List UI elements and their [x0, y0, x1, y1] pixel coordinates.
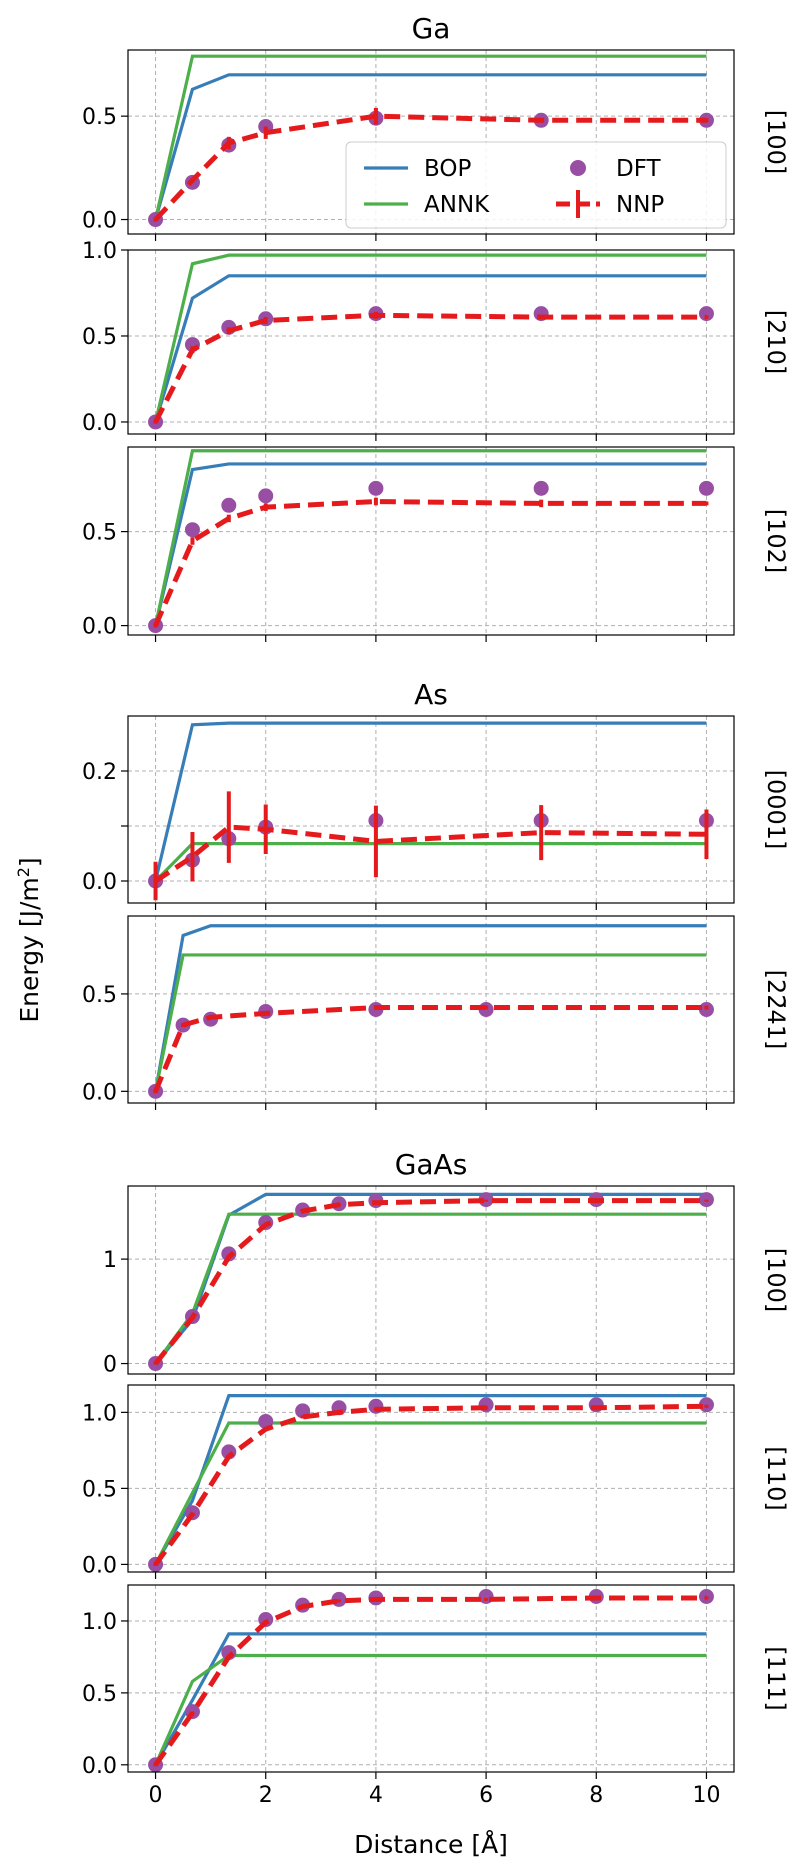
y-tick-label: 1.0: [82, 1610, 117, 1635]
series-annk-line: [154, 1653, 707, 1766]
group-title: As: [414, 678, 448, 711]
direction-label: [102]: [762, 509, 789, 574]
panel-8: 0.0 0.5 1.0 [111] 0 2 4 6 8 10: [82, 1584, 789, 1808]
panel-4: 0.0 0.2 [0001] As: [82, 678, 789, 910]
y-tick-label: 0.5: [82, 325, 117, 350]
y-tick-label: 0.5: [82, 983, 117, 1008]
direction-label: [100]: [762, 1248, 789, 1313]
series-nnp-line: [153, 499, 707, 627]
dft-point: [368, 480, 384, 496]
y-tick-label: 0.0: [82, 1754, 117, 1779]
series-annk-line: [154, 1421, 707, 1566]
panels: 0.0 0.5 [100] Ga BOP ANNK DFT NNP 0.0 0.5 1.0 [210]…: [82, 12, 789, 1808]
group-title: GaAs: [395, 1148, 468, 1181]
x-tick-label: 8: [589, 1783, 603, 1808]
series-bop-line: [153, 721, 707, 882]
panel-1: 0.0 0.5 [100] Ga BOP ANNK DFT NNP: [82, 12, 789, 241]
x-axis-label: Distance [Å]: [354, 1830, 508, 1859]
direction-label: [210]: [762, 310, 789, 375]
axes-frame: [127, 1384, 735, 1573]
y-tick-label: 1.0: [82, 239, 117, 264]
series-bop-line: [154, 73, 707, 220]
series-nnp-line: [153, 1595, 707, 1767]
dft-point: [698, 306, 714, 322]
series-annk-line: [153, 54, 707, 220]
y-tick-label: 0.0: [82, 615, 117, 640]
y-tick-label: 0.2: [82, 760, 117, 785]
y-axis-label-sup: 2: [14, 867, 33, 877]
y-axis-label: Energy [J/m2]: [14, 857, 45, 1022]
direction-label: [110]: [762, 1446, 789, 1511]
direction-label: [22̄41]: [762, 970, 789, 1050]
series-annk-line: [153, 953, 707, 1092]
legend-label-bop: BOP: [424, 156, 471, 182]
axes-frame: [127, 249, 735, 435]
x-tick-label: 6: [479, 1783, 493, 1808]
axes-frame: [127, 49, 735, 235]
dft-point: [221, 497, 237, 513]
series-nnp-line: [153, 312, 707, 424]
panel-3: 0.0 0.5 [102]: [82, 446, 789, 642]
series-bop-line: [153, 924, 707, 1092]
y-tick-label: 0.5: [82, 521, 117, 546]
legend-label-annk: ANNK: [424, 192, 490, 218]
series-bop-line: [154, 1632, 707, 1766]
y-tick-label: 0.0: [82, 870, 117, 895]
y-axis-label-main: Energy [J/m: [15, 877, 44, 1022]
series-nnp-line: [153, 1403, 707, 1566]
y-tick-label: 0.0: [82, 209, 117, 234]
series-bop-line: [153, 462, 707, 626]
y-tick-label: 0: [103, 1353, 117, 1378]
series-annk-line: [154, 841, 707, 883]
series-bop-line: [154, 1394, 707, 1566]
x-tick-label: 4: [369, 1783, 383, 1808]
axes-frame: [127, 1584, 735, 1773]
panel-6: 0 1 [100] GaAs: [103, 1148, 789, 1381]
direction-label: [0001]: [762, 770, 789, 850]
legend-box: [345, 141, 727, 229]
legend-dft-swatch: [570, 160, 586, 176]
direction-label: [100]: [762, 110, 789, 175]
y-tick-label: 0.0: [82, 411, 117, 436]
axes-frame: [127, 1185, 735, 1375]
panel-2: 0.0 0.5 1.0 [210]: [82, 239, 789, 441]
y-tick-label: 0.0: [82, 1553, 117, 1578]
y-tick-label: 1.0: [82, 1401, 117, 1426]
axes-frame: [127, 715, 735, 904]
series-bop-line: [154, 274, 707, 423]
legend-label-dft: DFT: [616, 156, 662, 182]
series-nnp-line: [153, 1005, 707, 1093]
y-tick-label: 0.5: [82, 105, 117, 130]
legend: BOP ANNK DFT NNP: [345, 141, 727, 229]
series-annk-line: [153, 253, 707, 423]
y-tick-label: 0.0: [82, 1080, 117, 1105]
group-title: Ga: [412, 12, 451, 45]
dft-point: [533, 480, 549, 496]
series-nnp-line: [154, 824, 707, 884]
x-tick-label: 10: [692, 1783, 720, 1808]
panel-7: 0.0 0.5 1.0 [110]: [82, 1384, 789, 1579]
direction-label: [111]: [762, 1646, 789, 1711]
axes-frame: [127, 915, 735, 1104]
dft-point: [698, 480, 714, 496]
series-annk-line: [154, 1212, 707, 1365]
dft-point: [258, 488, 274, 504]
series-nnp-line: [153, 1198, 707, 1366]
legend-label-nnp: NNP: [616, 192, 664, 218]
panel-5: 0.0 0.5 [22̄41]: [82, 915, 789, 1110]
y-tick-label: 0.5: [82, 1682, 117, 1707]
axes-frame: [127, 446, 735, 636]
dft-point: [184, 522, 200, 538]
x-tick-label: 2: [259, 1783, 273, 1808]
series-bop-line: [154, 1192, 707, 1365]
x-tick-label: 0: [149, 1783, 163, 1808]
y-tick-label: 1: [103, 1248, 117, 1273]
series-annk-line: [153, 449, 707, 626]
y-axis-label-end: ]: [15, 857, 44, 867]
y-tick-label: 0.5: [82, 1477, 117, 1502]
